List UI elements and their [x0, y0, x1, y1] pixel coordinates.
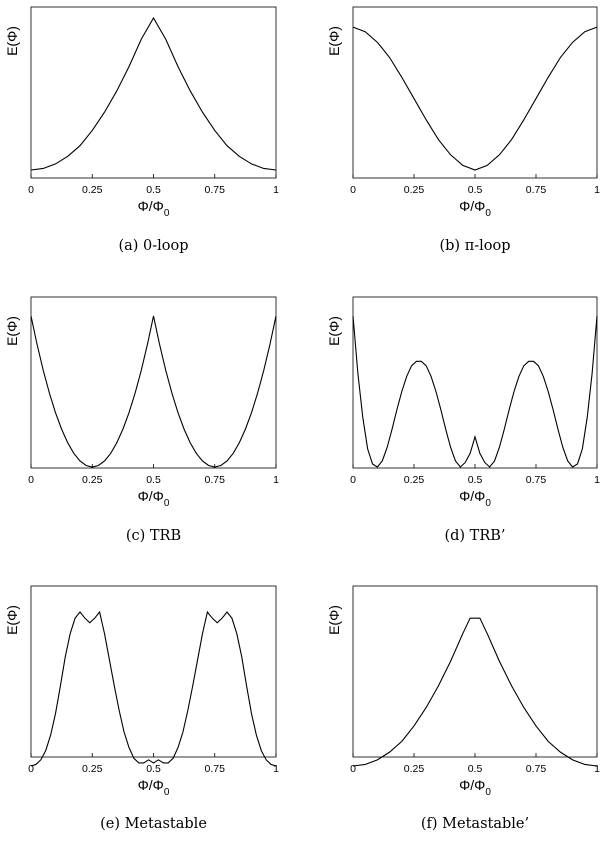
x-tick-label: 0.5 — [146, 474, 161, 486]
x-tick-label: 0.75 — [205, 474, 226, 486]
panel-a: 0 0.25 0.5 0.75 1Φ/Φ0E(Φ)(a) 0-loop — [4, 6, 279, 254]
x-tick-label: 0.5 — [468, 763, 483, 775]
x-axis-label-main: Φ/Φ — [459, 488, 485, 504]
plot-frame — [352, 296, 598, 469]
x-axis-label-subscript: 0 — [485, 208, 491, 219]
panel-caption: (b) π-loop — [439, 238, 510, 254]
x-axis-label-main: Φ/Φ — [459, 777, 485, 793]
x-tick-label: 1 — [594, 184, 600, 196]
y-axis-label: E(Φ) — [4, 26, 20, 56]
panel-caption: (f) Metastable’ — [421, 816, 529, 832]
x-tick-label: 1 — [594, 763, 600, 775]
y-axis-label: E(Φ) — [4, 316, 20, 346]
panel-caption: (c) TRB — [126, 528, 181, 544]
x-tick-label: 0.25 — [82, 763, 103, 775]
x-tick-label: 1 — [273, 763, 279, 775]
x-tick-label: 0.25 — [82, 184, 103, 196]
plot-frame — [30, 6, 277, 179]
x-tick-label: 0.75 — [526, 474, 547, 486]
x-axis-label-subscript: 0 — [164, 787, 170, 798]
x-tick-label: 0.75 — [205, 184, 226, 196]
plot-frame — [352, 6, 598, 179]
x-tick-label: 1 — [273, 184, 279, 196]
panel-f: 0 0.25 0.5 0.75 1Φ/Φ0E(Φ)(f) Metastable’ — [326, 585, 600, 832]
x-axis-label: Φ/Φ0 — [459, 488, 491, 509]
x-tick-label: 0.5 — [146, 763, 161, 775]
x-tick-label: 0.75 — [205, 763, 226, 775]
x-axis-label: Φ/Φ0 — [459, 198, 491, 219]
x-axis-label: Φ/Φ0 — [459, 777, 491, 798]
energy-curve — [352, 26, 598, 171]
x-tick-label: 0 — [350, 184, 356, 196]
x-tick-label: 0.5 — [468, 184, 483, 196]
panel-caption: (e) Metastable — [100, 816, 207, 832]
x-tick-label: 0.25 — [404, 763, 425, 775]
x-axis-label-main: Φ/Φ — [138, 777, 164, 793]
energy-curve — [352, 315, 598, 468]
y-axis-label: E(Φ) — [326, 26, 342, 56]
y-axis-label: E(Φ) — [4, 605, 20, 635]
panel-b: 0 0.25 0.5 0.75 1Φ/Φ0E(Φ)(b) π-loop — [326, 6, 600, 254]
x-axis-label: Φ/Φ0 — [138, 777, 170, 798]
y-axis-label: E(Φ) — [326, 605, 342, 635]
x-tick-label: 0.75 — [526, 763, 547, 775]
x-axis-label-main: Φ/Φ — [459, 198, 485, 214]
x-tick-label: 0.75 — [526, 184, 547, 196]
x-tick-label: 1 — [594, 474, 600, 486]
x-axis-label-subscript: 0 — [485, 787, 491, 798]
plot-frame — [30, 585, 277, 758]
plot-frame — [352, 585, 598, 758]
x-tick-label: 0.25 — [404, 184, 425, 196]
x-axis-label-subscript: 0 — [485, 498, 491, 509]
panel-c: 0 0.25 0.5 0.75 1Φ/Φ0E(Φ)(c) TRB — [4, 296, 279, 544]
energy-curve — [30, 315, 277, 468]
x-tick-label: 1 — [273, 474, 279, 486]
x-axis-label: Φ/Φ0 — [138, 488, 170, 509]
x-axis-label: Φ/Φ0 — [138, 198, 170, 219]
x-tick-label: 0.25 — [82, 474, 103, 486]
x-axis-label-main: Φ/Φ — [138, 198, 164, 214]
x-axis-label-subscript: 0 — [164, 498, 170, 509]
energy-curve — [30, 610, 277, 767]
x-tick-label: 0.5 — [146, 184, 161, 196]
panel-caption: (d) TRB’ — [444, 528, 505, 544]
x-tick-label: 0.25 — [404, 474, 425, 486]
x-tick-label: 0 — [350, 763, 356, 775]
x-axis-label-main: Φ/Φ — [138, 488, 164, 504]
x-tick-label: 0 — [350, 474, 356, 486]
energy-curve — [30, 16, 277, 171]
x-tick-label: 0 — [28, 184, 34, 196]
x-axis-label-subscript: 0 — [164, 208, 170, 219]
x-tick-label: 0 — [28, 763, 34, 775]
panel-e: 0 0.25 0.5 0.75 1Φ/Φ0E(Φ)(e) Metastable — [4, 585, 279, 832]
panel-d: 0 0.25 0.5 0.75 1Φ/Φ0E(Φ)(d) TRB’ — [326, 296, 600, 544]
y-axis-label: E(Φ) — [326, 316, 342, 346]
panel-caption: (a) 0-loop — [118, 238, 188, 254]
energy-curve — [352, 617, 598, 767]
x-tick-label: 0 — [28, 474, 34, 486]
x-tick-label: 0.5 — [468, 474, 483, 486]
